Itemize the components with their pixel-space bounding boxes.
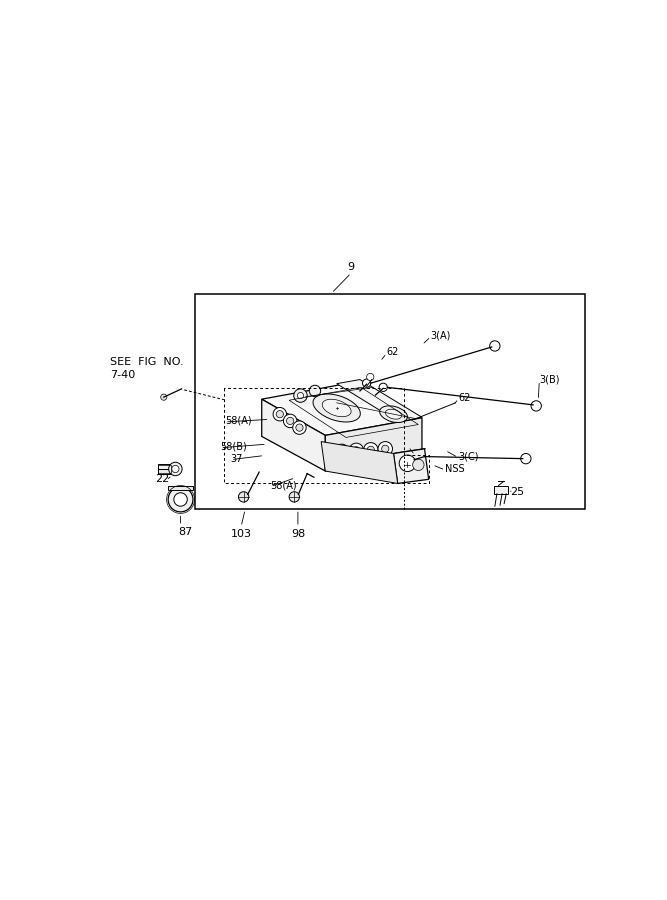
Text: 3(C): 3(C) [458, 452, 479, 462]
Circle shape [287, 418, 293, 425]
Circle shape [379, 383, 388, 392]
Circle shape [296, 424, 303, 431]
Text: 37: 37 [231, 454, 243, 464]
Circle shape [273, 408, 287, 421]
Circle shape [168, 487, 193, 512]
Circle shape [172, 465, 179, 472]
Circle shape [400, 455, 416, 472]
Polygon shape [261, 382, 422, 436]
Polygon shape [494, 485, 508, 494]
Circle shape [309, 385, 321, 397]
Circle shape [283, 414, 297, 427]
Circle shape [335, 445, 349, 459]
Text: 3(B): 3(B) [540, 374, 560, 384]
Circle shape [289, 491, 299, 502]
Text: 22: 22 [155, 474, 169, 484]
Polygon shape [158, 470, 175, 474]
Circle shape [382, 446, 389, 453]
Circle shape [364, 443, 378, 457]
Circle shape [161, 394, 167, 400]
Polygon shape [337, 380, 422, 422]
Circle shape [378, 442, 392, 456]
Ellipse shape [380, 406, 408, 422]
Circle shape [297, 392, 303, 399]
Text: 87: 87 [179, 526, 193, 537]
Circle shape [367, 446, 374, 454]
Text: 58(B): 58(B) [220, 442, 247, 452]
Circle shape [413, 459, 424, 471]
Polygon shape [321, 442, 398, 483]
Text: 62: 62 [459, 392, 471, 402]
Text: NSS: NSS [446, 464, 465, 474]
Circle shape [293, 421, 306, 435]
Circle shape [490, 341, 500, 351]
Text: 7-40: 7-40 [110, 371, 135, 381]
Polygon shape [394, 449, 429, 483]
Text: 58(A): 58(A) [271, 481, 297, 491]
Ellipse shape [313, 394, 360, 422]
Circle shape [367, 374, 374, 381]
Circle shape [276, 410, 283, 418]
Circle shape [174, 493, 187, 506]
Ellipse shape [386, 410, 402, 419]
Polygon shape [261, 400, 325, 471]
Text: 9: 9 [348, 262, 355, 272]
Circle shape [353, 446, 360, 454]
Bar [168, 486, 193, 491]
Bar [158, 464, 171, 473]
Text: 3(A): 3(A) [431, 330, 451, 340]
Circle shape [531, 400, 542, 411]
Text: 62: 62 [387, 347, 399, 357]
Bar [195, 294, 585, 508]
Circle shape [363, 379, 371, 387]
Ellipse shape [322, 400, 351, 417]
Circle shape [293, 389, 307, 402]
Circle shape [239, 491, 249, 502]
Text: 103: 103 [231, 529, 251, 539]
Circle shape [521, 454, 531, 464]
Text: SEE  FIG  NO.: SEE FIG NO. [110, 357, 184, 367]
Polygon shape [158, 464, 175, 470]
Text: 58(A): 58(A) [225, 416, 251, 426]
Text: 25: 25 [510, 487, 524, 497]
Circle shape [169, 463, 182, 476]
Polygon shape [325, 418, 422, 471]
Text: 98: 98 [291, 529, 305, 539]
Circle shape [338, 448, 346, 455]
Circle shape [349, 443, 364, 457]
